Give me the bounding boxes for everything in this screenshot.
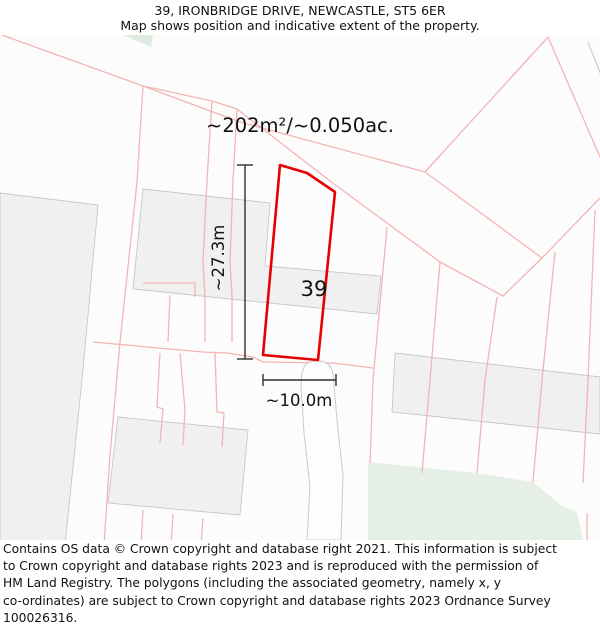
road-edge-top <box>1 35 426 173</box>
building-bottom-right <box>391 352 600 435</box>
parcel-divider-west <box>103 85 144 540</box>
parcel-seg-d <box>214 352 225 448</box>
parcel-lines <box>1 35 600 540</box>
copyright-line: co-ordinates) are subject to Crown copyr… <box>3 593 551 608</box>
parcel-seg-e <box>140 509 144 540</box>
building-bottom-left <box>107 416 249 516</box>
parcel-strip-right <box>229 108 238 342</box>
parcel-seg-f <box>170 513 174 540</box>
road-edge-mid <box>424 171 543 259</box>
green-space-small <box>123 35 153 47</box>
road-edge-e <box>541 197 600 259</box>
green-space-large <box>368 462 583 540</box>
copyright-line: HM Land Registry. The polygons (includin… <box>3 576 502 591</box>
plot-number-label: 39 <box>301 277 328 301</box>
page-title: 39, IRONBRIDGE DRIVE, NEWCASTLE, ST5 6ER <box>154 3 446 18</box>
copyright-line: Contains OS data © Crown copyright and d… <box>3 542 557 556</box>
parcel-line-horizontal <box>92 341 374 369</box>
parcel-divider-1 <box>369 226 388 464</box>
parcel-seg-b <box>156 352 164 444</box>
parcel-divider-2 <box>421 261 441 474</box>
road-edge-ne <box>424 36 549 173</box>
parcel-seg-a <box>167 294 171 343</box>
page-subtitle: Map shows position and indicative extent… <box>120 18 480 33</box>
parcel-step <box>143 282 196 297</box>
boundary-line-gray <box>587 41 600 74</box>
parcel-divider-3 <box>476 296 498 474</box>
map-canvas: ~202m²/~0.050ac. 39 ~27.3m ~10.0m <box>0 35 600 540</box>
parcel-seg-c <box>179 352 186 446</box>
copyright-line: 100026316. <box>3 610 78 625</box>
dimension-lines <box>237 164 337 386</box>
parcel-divider-4 <box>532 251 556 483</box>
copyright-notice: Contains OS data © Crown copyright and d… <box>0 540 600 625</box>
property-outline <box>261 163 337 362</box>
building-left-block <box>0 192 99 540</box>
parcel-seg-g <box>200 517 204 540</box>
driveway-path <box>300 360 344 540</box>
area-label: ~202m²/~0.050ac. <box>206 114 394 137</box>
property-map: ~202m²/~0.050ac. 39 ~27.3m ~10.0m <box>0 35 600 540</box>
road-edge-ne2 <box>547 36 600 158</box>
copyright-line: to Crown copyright and database rights 2… <box>3 559 539 574</box>
horizontal-dimension-label: ~10.0m <box>266 391 333 410</box>
map-title-block: 39, IRONBRIDGE DRIVE, NEWCASTLE, ST5 6ER… <box>0 0 600 35</box>
parcel-strip-left <box>202 100 213 342</box>
vertical-dimension-label: ~27.3m <box>209 225 228 292</box>
parcel-divider-5 <box>582 209 596 484</box>
